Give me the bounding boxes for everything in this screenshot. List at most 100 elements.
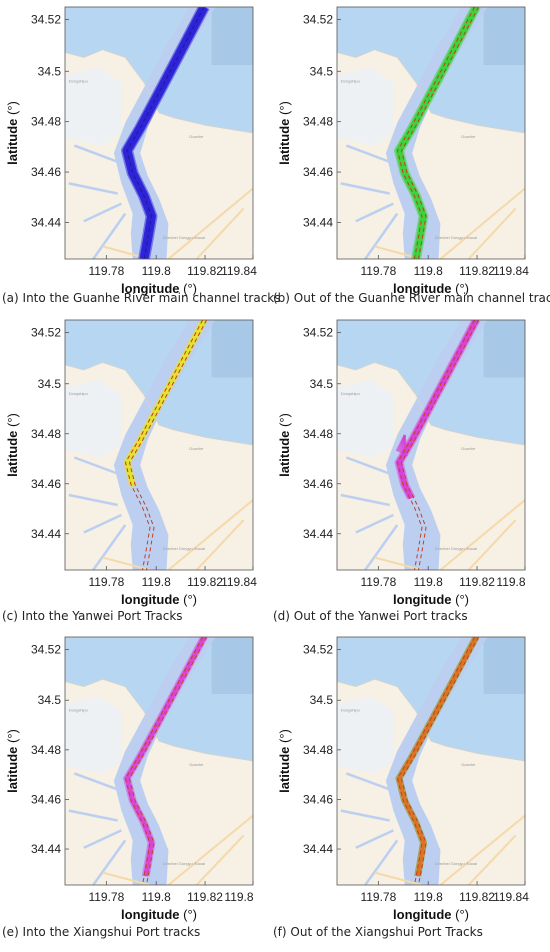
canal bbox=[345, 144, 394, 165]
road bbox=[439, 187, 525, 259]
y-tick-label: 34.46 bbox=[303, 792, 333, 806]
x-tick-label: 119.84 bbox=[221, 575, 257, 589]
coastline bbox=[337, 49, 525, 134]
channel-centerline bbox=[128, 637, 208, 885]
x-tick-label: 119.78 bbox=[88, 264, 124, 278]
map-label-harbor: Guanhe bbox=[461, 446, 476, 451]
x-tick-label: 119.78 bbox=[88, 890, 124, 904]
x-tick-label: 119.78 bbox=[360, 890, 396, 904]
road bbox=[195, 519, 245, 570]
road bbox=[102, 871, 150, 885]
canal bbox=[340, 809, 390, 822]
y-tick-label: 34.48 bbox=[31, 115, 61, 129]
road bbox=[167, 499, 253, 570]
panel-e: Dongshipo Guanhe Chenbei Gongyu Xiaoai 34.5… bbox=[2, 636, 254, 939]
y-tick-label: 34.44 bbox=[31, 842, 61, 856]
map-label-harbor: Guanhe bbox=[189, 134, 204, 139]
map-label-district: Dongshipo bbox=[69, 79, 89, 84]
x-tick-label: 119.82 bbox=[187, 890, 223, 904]
panel-caption: (d) Out of the Yanwei Port tracks bbox=[273, 609, 468, 623]
x-axis-label: longitude (°) bbox=[121, 907, 197, 922]
y-tick-label: 34.5 bbox=[38, 693, 62, 707]
road bbox=[167, 814, 253, 885]
channel-centerline bbox=[400, 7, 480, 259]
axes-frame bbox=[336, 319, 526, 571]
x-tick-label: 119.8 bbox=[142, 890, 171, 904]
x-tick-label: 119.84 bbox=[221, 264, 257, 278]
x-tick-label: 119.8 bbox=[142, 264, 171, 278]
road bbox=[374, 556, 422, 570]
sea-block bbox=[483, 7, 525, 65]
road bbox=[467, 834, 517, 885]
map-label-area: Chenbei Gongyu Xiaoai bbox=[163, 546, 205, 551]
coastal-zone bbox=[65, 696, 122, 774]
road bbox=[195, 207, 245, 259]
y-tick-label: 34.46 bbox=[31, 477, 61, 491]
sea-block bbox=[483, 320, 525, 378]
canal bbox=[340, 493, 390, 507]
channel-centerline bbox=[400, 637, 480, 885]
track-spread bbox=[403, 434, 408, 457]
road bbox=[439, 499, 525, 570]
y-tick-label: 34.44 bbox=[303, 842, 333, 856]
road bbox=[439, 814, 525, 885]
road bbox=[195, 834, 245, 885]
sea-block bbox=[483, 637, 525, 695]
canal bbox=[68, 809, 118, 822]
vessel-track bbox=[398, 637, 480, 877]
x-tick-label: 119.84 bbox=[493, 890, 529, 904]
channel-centerline bbox=[396, 637, 476, 885]
map-label-area: Chenbei Gongyu Xiaoai bbox=[163, 235, 205, 240]
x-tick-label: 119.8 bbox=[496, 575, 525, 589]
river-channel bbox=[385, 637, 488, 885]
channel-centerline bbox=[126, 7, 205, 259]
panel-caption: (e) Into the Xiangshui Port tracks bbox=[2, 925, 200, 939]
x-tick-label: 119.8 bbox=[414, 264, 443, 278]
x-axis-label: longitude (°) bbox=[121, 592, 197, 607]
x-tick-label: 119.8 bbox=[224, 890, 253, 904]
y-tick-label: 34.52 bbox=[303, 326, 333, 340]
canal bbox=[92, 212, 127, 259]
y-tick-label: 34.52 bbox=[303, 642, 333, 656]
map-label-harbor: Guanhe bbox=[461, 762, 476, 767]
x-tick-label: 119.84 bbox=[493, 264, 529, 278]
channel-centerline bbox=[124, 320, 204, 570]
map-label-district: Dongshipo bbox=[341, 707, 361, 712]
road bbox=[102, 556, 150, 570]
vessel-track bbox=[396, 320, 479, 500]
map-label-area: Chenbei Gongyu Xiaoai bbox=[435, 546, 477, 551]
y-axis-label: latitude (°) bbox=[5, 413, 20, 477]
canal bbox=[68, 182, 118, 195]
x-axis-label: longitude (°) bbox=[393, 907, 469, 922]
y-tick-label: 34.5 bbox=[310, 377, 334, 391]
channel-centerline bbox=[128, 320, 208, 570]
vessel-track bbox=[397, 637, 478, 877]
y-tick-label: 34.46 bbox=[303, 477, 333, 491]
panel-caption: (a) Into the Guanhe River main channel t… bbox=[2, 291, 281, 305]
axes-frame bbox=[64, 6, 254, 260]
basemap: Dongshipo Guanhe Chenbei Gongyu Xiaoai bbox=[337, 320, 525, 570]
y-tick-label: 34.5 bbox=[38, 377, 62, 391]
coastline bbox=[65, 49, 253, 134]
y-axis-label: latitude (°) bbox=[277, 413, 292, 477]
panel-b: Dongshipo Guanhe Chenbei Gongyu Xiaoai 34.5… bbox=[273, 6, 550, 305]
x-tick-label: 119.8 bbox=[414, 890, 443, 904]
road bbox=[467, 207, 517, 259]
canal bbox=[345, 772, 394, 792]
sea-block bbox=[211, 637, 253, 695]
panel-c: Dongshipo Guanhe Chenbei Gongyu Xiaoai 34.5… bbox=[2, 319, 257, 623]
map-label-area: Chenbei Gongyu Xiaoai bbox=[435, 861, 477, 866]
canal bbox=[83, 202, 122, 223]
panel-caption: (c) Into the Yanwei Port Tracks bbox=[2, 609, 183, 623]
canal bbox=[364, 524, 399, 570]
coastal-zone bbox=[65, 380, 122, 458]
x-tick-label: 119.82 bbox=[187, 575, 223, 589]
map-label-area: Chenbei Gongyu Xiaoai bbox=[435, 235, 477, 240]
map-label-harbor: Guanhe bbox=[189, 762, 204, 767]
x-tick-label: 119.82 bbox=[459, 264, 495, 278]
x-tick-label: 119.78 bbox=[360, 575, 396, 589]
y-tick-label: 34.44 bbox=[303, 215, 333, 229]
y-tick-label: 34.52 bbox=[31, 13, 61, 27]
panel-a: Dongshipo Guanhe Chenbei Gongyu Xiaoai 34.5… bbox=[2, 6, 281, 305]
axes-frame bbox=[336, 6, 526, 260]
